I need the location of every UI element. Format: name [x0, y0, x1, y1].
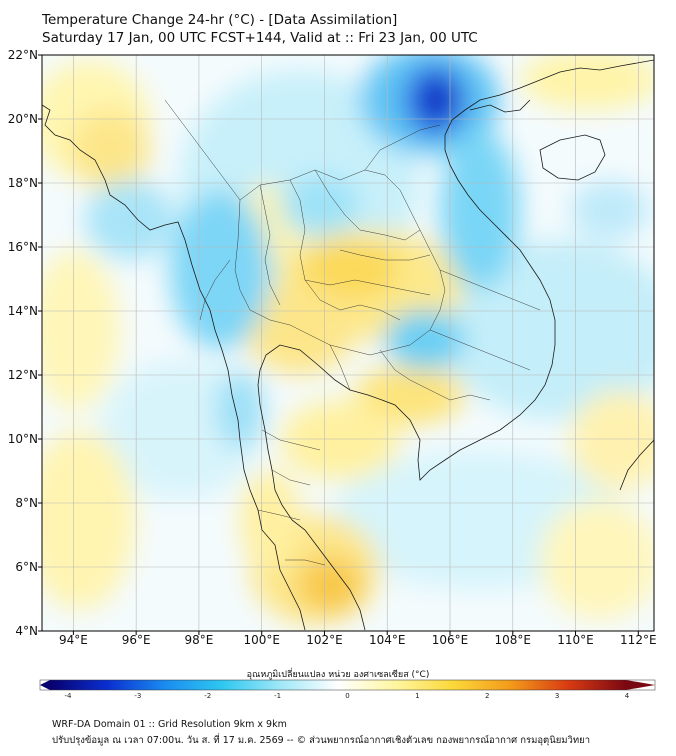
lon-label: 110°E: [557, 633, 594, 647]
lat-lon-grid: [42, 54, 654, 632]
lon-label: 102°E: [306, 633, 343, 647]
temperature-field: [42, 55, 654, 631]
lat-label: 4°N: [15, 624, 38, 638]
colorbar-title: อุณหภูมิเปลี่ยนแปลง หน่วย องศาเซลเซียส (…: [246, 670, 430, 680]
lat-label: 20°N: [7, 112, 38, 126]
lat-label: 10°N: [7, 432, 38, 446]
lon-label: 106°E: [431, 633, 469, 647]
colorbar: [39, 679, 656, 691]
lon-label: 96°E: [121, 633, 151, 647]
lon-label: 98°E: [184, 633, 214, 647]
lat-label: 8°N: [15, 496, 38, 510]
colorbar-tick-label: -4: [64, 692, 72, 700]
lat-label: 14°N: [7, 304, 38, 318]
plot-frame: [41, 54, 655, 632]
lon-label: 108°E: [494, 633, 532, 647]
footer-line-1: WRF-DA Domain 01 :: Grid Resolution 9km …: [52, 719, 287, 730]
colorbar-tick-label: 2: [485, 692, 490, 700]
lat-label: 16°N: [7, 240, 38, 254]
lon-label: 112°E: [620, 633, 657, 647]
footer-line-2: ปรับปรุงข้อมูล ณ เวลา 07:00น. วัน ส. ที่…: [52, 735, 591, 746]
colorbar-tick-label: -2: [204, 692, 212, 700]
lon-label: 100°E: [243, 633, 280, 647]
colorbar-tick-label: 4: [624, 692, 630, 700]
colorbar-tick-label: -3: [134, 692, 142, 700]
lon-label: 104°E: [368, 633, 406, 647]
province-boundaries: [164, 99, 541, 566]
colorbar-tick-label: 1: [415, 692, 420, 700]
coastlines: [42, 59, 654, 631]
lon-label: 94°E: [58, 633, 88, 647]
lat-label: 12°N: [7, 368, 38, 382]
colorbar-tick-label: 3: [554, 692, 560, 700]
colorbar-min-arrow: [40, 680, 50, 690]
colorbar-tick-label: 0: [345, 692, 350, 700]
colorbar-max-arrow: [626, 680, 655, 690]
map-title: Temperature Change 24-hr (°C) - [Data As…: [42, 12, 398, 28]
axis-ticks: [38, 54, 639, 635]
colorbar-tick-label: -1: [274, 692, 282, 700]
colorbar-gradient: [50, 680, 626, 690]
map-subtitle: Saturday 17 Jan, 00 UTC FCST+144, Valid …: [42, 30, 478, 46]
lat-label: 6°N: [15, 560, 38, 574]
lat-label: 22°N: [7, 48, 38, 62]
lat-label: 18°N: [7, 176, 38, 190]
